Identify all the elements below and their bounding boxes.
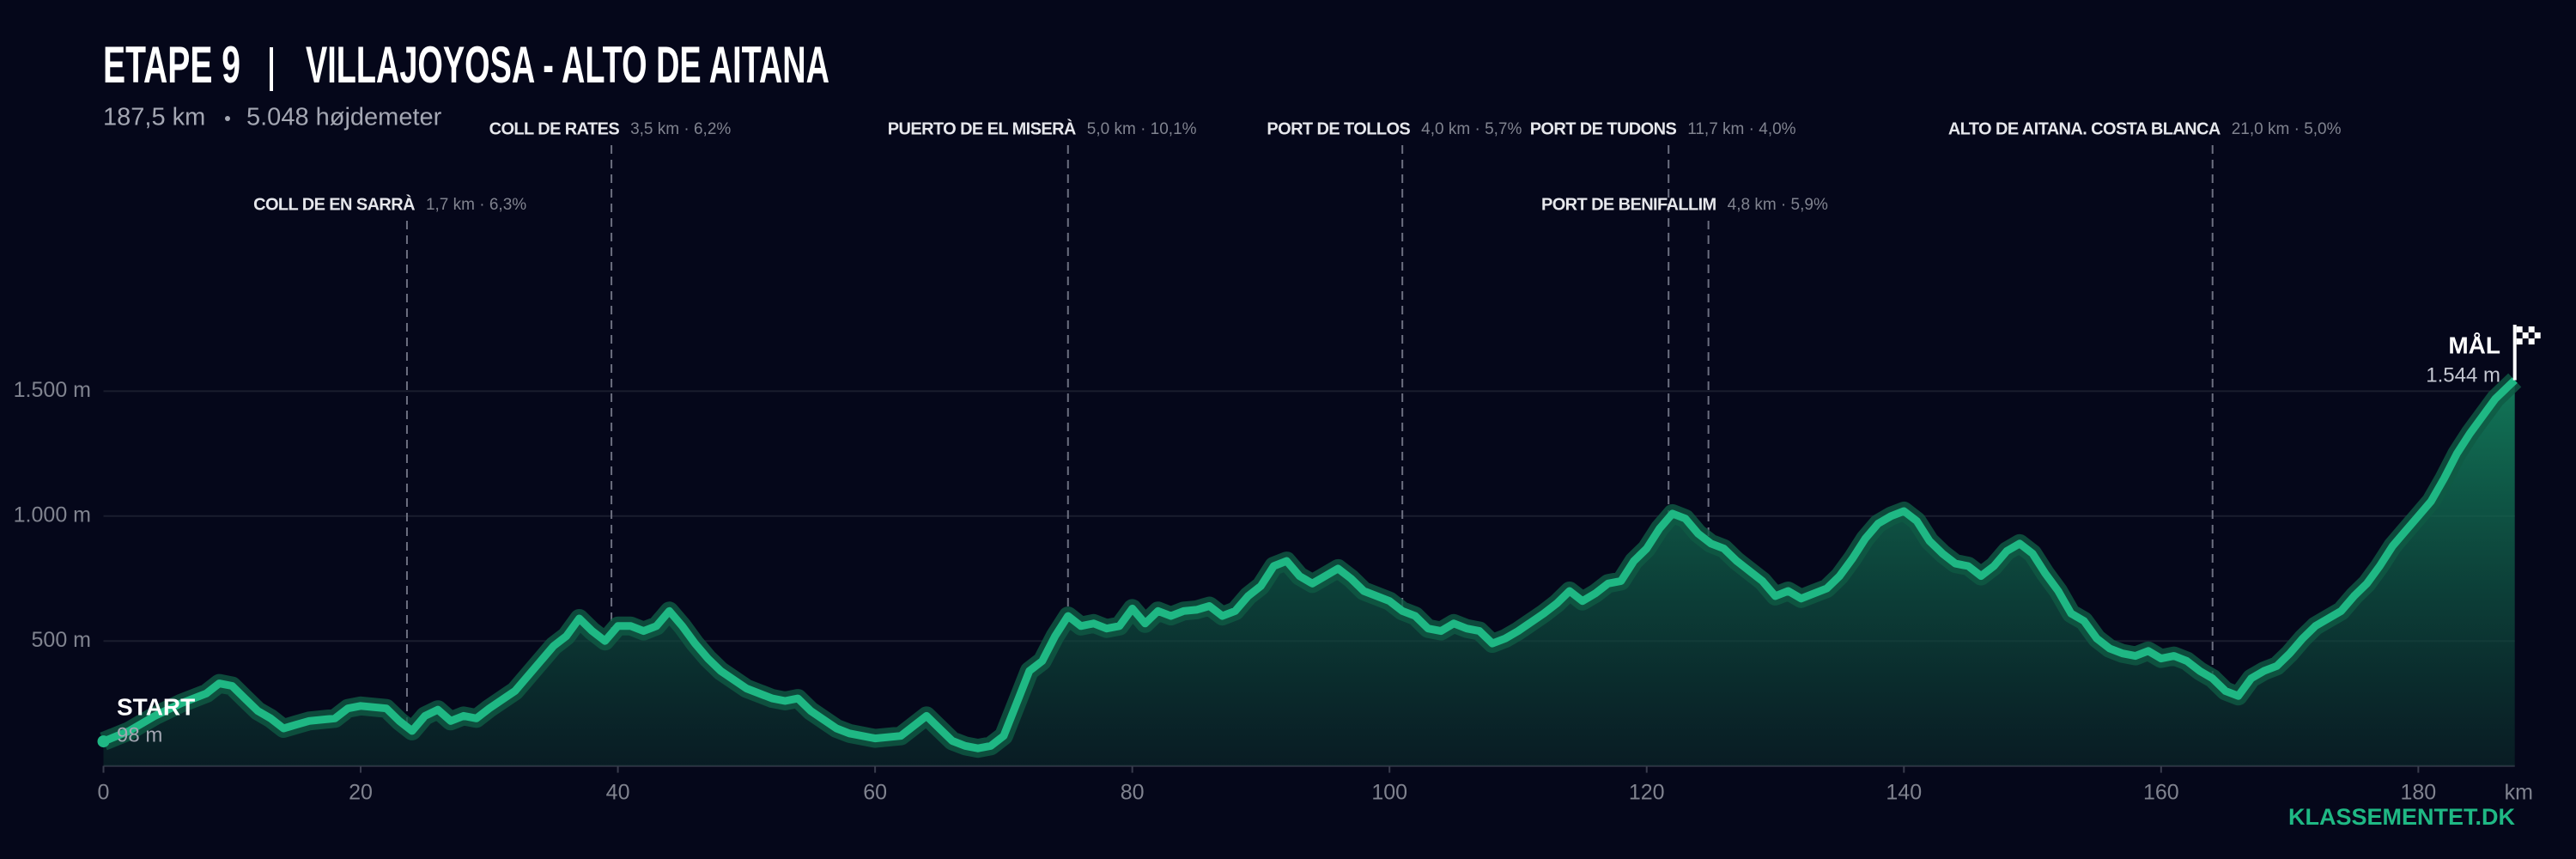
distance: 187,5 km bbox=[103, 104, 205, 131]
climb-name: ALTO DE AITANA. COSTA BLANCA bbox=[1948, 119, 2221, 138]
y-tick-label: 1.000 m bbox=[14, 503, 91, 527]
flag-square bbox=[2534, 332, 2541, 338]
brand: KLASSEMENTET.DK bbox=[2288, 804, 2516, 830]
x-tick-label: 40 bbox=[606, 781, 630, 805]
separator-dot bbox=[225, 116, 230, 121]
climb-label: PORT DE TUDONS 11,7 km · 4,0% bbox=[1530, 119, 1796, 519]
start-elevation: 98 m bbox=[117, 723, 162, 746]
climb-detail: 4,0 km · 5,7% bbox=[1421, 120, 1522, 138]
x-tick-label: 140 bbox=[1886, 781, 1922, 805]
climb-detail: 11,7 km · 4,0% bbox=[1687, 120, 1795, 138]
x-tick-label: 120 bbox=[1629, 781, 1665, 805]
climb-name: COLL DE EN SARRÀ bbox=[253, 194, 415, 214]
x-tick-label: 160 bbox=[2143, 781, 2179, 805]
x-tick-label: 100 bbox=[1371, 781, 1407, 805]
climb-name: PORT DE TUDONS bbox=[1530, 119, 1677, 138]
climb-name: PUERTO DE EL MISERÀ bbox=[888, 119, 1076, 138]
stage-title: ETAPE 9 bbox=[103, 36, 240, 94]
start-label: START bbox=[117, 693, 195, 720]
climb-label: PUERTO DE EL MISERÀ 5,0 km · 10,1% bbox=[888, 119, 1197, 617]
climb-name: PORT DE BENIFALLIM bbox=[1541, 195, 1716, 214]
flag-square bbox=[2516, 338, 2523, 344]
x-tick-label: 80 bbox=[1121, 781, 1145, 805]
climb-detail: 5,0 km · 10,1% bbox=[1087, 120, 1197, 138]
climb-detail: 4,8 km · 5,9% bbox=[1728, 196, 1828, 214]
climb-label: COLL DE RATES 3,5 km · 6,2% bbox=[489, 119, 731, 634]
flag-square bbox=[2528, 326, 2535, 332]
start-marker bbox=[97, 735, 110, 748]
finish-label: MÅL bbox=[2448, 332, 2500, 358]
flag-square bbox=[2516, 326, 2523, 332]
climb-label: PORT DE TOLLOS 4,0 km · 5,7% bbox=[1267, 119, 1522, 612]
climb-name: COLL DE RATES bbox=[489, 119, 620, 138]
climb-label: PORT DE BENIFALLIM 4,8 km · 5,9% bbox=[1541, 195, 1828, 542]
climbing: 5.048 højdemeter bbox=[246, 104, 442, 131]
flag-square bbox=[2522, 332, 2529, 338]
x-tick-label: 20 bbox=[349, 781, 373, 805]
x-tick-label: 180 bbox=[2401, 781, 2437, 805]
y-tick-label: 1.500 m bbox=[14, 378, 91, 402]
climb-label: COLL DE EN SARRÀ 1,7 km · 6,3% bbox=[253, 194, 526, 728]
x-axis-label: km bbox=[2505, 781, 2533, 805]
x-tick-label: 0 bbox=[98, 781, 110, 805]
elevation-line bbox=[101, 377, 2518, 752]
flag-square bbox=[2528, 338, 2535, 344]
climb-detail: 3,5 km · 6,2% bbox=[630, 120, 731, 138]
y-tick-label: 500 m bbox=[32, 628, 91, 652]
route-title: VILLAJOYOSA - ALTO DE AITANA bbox=[306, 36, 829, 94]
climb-detail: 1,7 km · 6,3% bbox=[426, 196, 526, 214]
finish-flag bbox=[2516, 326, 2541, 344]
climb-detail: 21,0 km · 5,0% bbox=[2232, 120, 2342, 138]
x-tick-label: 60 bbox=[863, 781, 887, 805]
climb-label: ALTO DE AITANA. COSTA BLANCA 21,0 km · 5,… bbox=[1948, 119, 2342, 679]
finish-elevation: 1.544 m bbox=[2426, 363, 2500, 387]
climb-name: PORT DE TOLLOS bbox=[1267, 119, 1410, 138]
